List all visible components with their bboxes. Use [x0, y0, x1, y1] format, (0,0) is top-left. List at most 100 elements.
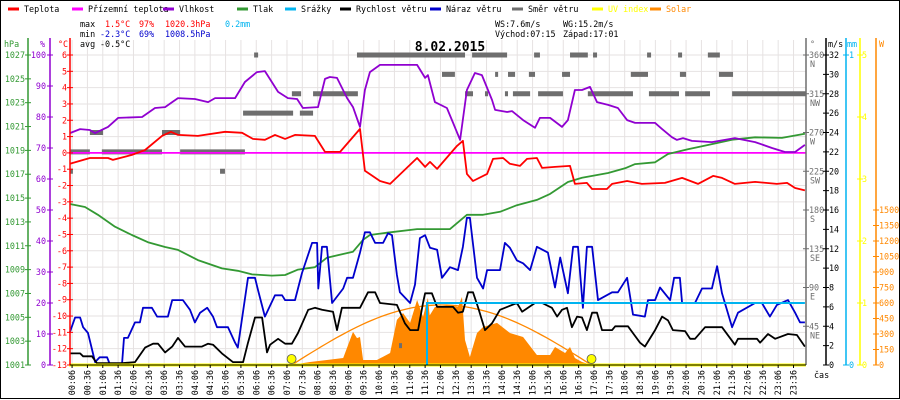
x-tick-label: 08:06: [313, 370, 323, 395]
humidity-tick-label: 40: [36, 236, 46, 246]
direction-compass-label: SW: [810, 175, 821, 185]
wind-direction-mark: [313, 91, 358, 97]
legend-swatch: [237, 7, 248, 11]
temperature-tick-label: -9: [57, 295, 67, 305]
temperature-tick-label: -13: [52, 360, 67, 370]
x-tick-label: 03:36: [175, 370, 185, 395]
humidity-tick-label: 0: [41, 360, 46, 370]
legend-label: Srážky: [301, 4, 331, 14]
direction-tick-label: 225: [809, 166, 824, 176]
x-tick-label: 22:06: [742, 370, 752, 395]
x-tick-label: 14:36: [512, 370, 522, 395]
series-rychlost-v-tru: [69, 291, 806, 365]
uv-tick-label: 1: [862, 298, 867, 308]
wind-direction-mark: [570, 52, 588, 58]
x-tick-label: 11:36: [420, 370, 430, 395]
wind-direction-mark: [630, 71, 649, 77]
wind-direction-mark: [538, 91, 563, 97]
temperature-axis-unit: °C: [58, 39, 68, 49]
temperature-tick-label: -12: [52, 344, 67, 354]
solar-area: [290, 297, 593, 365]
stats-temp-max: 1.5°C: [105, 19, 130, 29]
humidity-tick-label: 50: [36, 205, 46, 215]
wind-direction-mark: [562, 71, 571, 77]
wind-tick-label: 30: [829, 69, 839, 79]
temperature-tick-label: 1: [62, 132, 67, 142]
stats-wind-speed: WS:7.6m/s: [495, 19, 540, 29]
solar-tick-label: 1350: [879, 221, 899, 231]
x-tick-label: 06:36: [267, 370, 277, 395]
wind-direction-mark: [243, 110, 294, 116]
wind-direction-mark: [299, 110, 314, 116]
wind-axis-unit: m/s: [828, 39, 843, 49]
x-tick-label: 04:36: [205, 370, 215, 395]
direction-tick-label: 315: [809, 89, 824, 99]
legend-label: Rychlost větru: [356, 4, 427, 14]
solar-clear-sky-line: [291, 304, 592, 366]
wind-tick-label: 2: [829, 341, 834, 351]
direction-compass-label: W: [810, 137, 816, 147]
wind-tick-label: 32: [829, 50, 839, 60]
pressure-tick-label: 1009: [5, 265, 25, 275]
x-tick-label: 15:36: [543, 370, 553, 395]
stats-min-label: min: [80, 29, 95, 39]
uv-tick-label: 2: [862, 236, 867, 246]
legend-swatch: [72, 7, 83, 11]
wind-direction-mark: [484, 91, 489, 97]
wind-direction-mark: [732, 91, 806, 97]
wind-direction-mark: [495, 71, 499, 77]
x-tick-label: 20:36: [696, 370, 706, 395]
wind-direction-mark: [528, 71, 536, 77]
pressure-tick-label: 1023: [5, 98, 25, 108]
wind-direction-mark: [647, 52, 652, 58]
legend-label: Teplota: [24, 4, 59, 14]
uv-tick-label: 5: [862, 50, 867, 60]
solar-axis-unit: W: [879, 39, 885, 49]
x-tick-label: 14:06: [497, 370, 507, 395]
solar-tick-label: 900: [879, 267, 894, 277]
wind-tick-label: 12: [829, 244, 839, 254]
x-tick-label: 08:36: [328, 370, 338, 395]
x-tick-label: 18:36: [635, 370, 645, 395]
legend-swatch: [650, 7, 661, 11]
legend-swatch: [592, 7, 603, 11]
series-vlhkost: [69, 64, 806, 153]
wind-direction-mark: [593, 52, 598, 58]
pressure-axis-unit: hPa: [4, 39, 19, 49]
temperature-tick-label: -11: [52, 327, 67, 337]
x-tick-label: 10:36: [389, 370, 399, 395]
chart-title: 8.02.2015: [415, 40, 485, 55]
stats-temp-min: -2.3°C: [100, 29, 130, 39]
legend-swatch: [163, 7, 174, 11]
solar-tick-label: 600: [879, 298, 894, 308]
pressure-tick-label: 1013: [5, 217, 25, 227]
wind-direction-mark: [648, 91, 680, 97]
humidity-tick-label: 20: [36, 298, 46, 308]
rain-tick-label: 0: [849, 360, 854, 370]
temperature-tick-label: 4: [62, 83, 67, 93]
stats-sunset: Západ:17:01: [563, 29, 618, 39]
wind-tick-label: 6: [829, 302, 834, 312]
wind-direction-mark: [399, 343, 403, 349]
wind-direction-mark: [707, 52, 720, 58]
pressure-tick-label: 1027: [5, 50, 25, 60]
x-tick-label: 04:06: [190, 370, 200, 395]
wind-direction-mark: [718, 71, 734, 77]
wind-direction-mark: [220, 168, 225, 174]
temperature-tick-label: -3: [57, 197, 67, 207]
x-tick-label: 02:06: [128, 370, 138, 395]
wind-direction-mark: [685, 91, 711, 97]
stats-sunrise: Východ:07:15: [495, 29, 556, 39]
legend-label: Tlak: [253, 4, 273, 14]
x-tick-label: 21:36: [727, 370, 737, 395]
legend-label: Solar: [666, 4, 691, 14]
wind-direction-mark: [69, 168, 73, 174]
wind-direction-mark: [442, 71, 455, 77]
direction-compass-label: NE: [810, 330, 820, 340]
x-tick-label: 00:36: [82, 370, 92, 395]
legend-label: Náraz větru: [446, 4, 501, 14]
x-tick-label: 01:06: [98, 370, 108, 395]
legend-swatch: [285, 7, 296, 11]
legend-swatch: [430, 7, 441, 11]
pressure-tick-label: 1015: [5, 193, 25, 203]
